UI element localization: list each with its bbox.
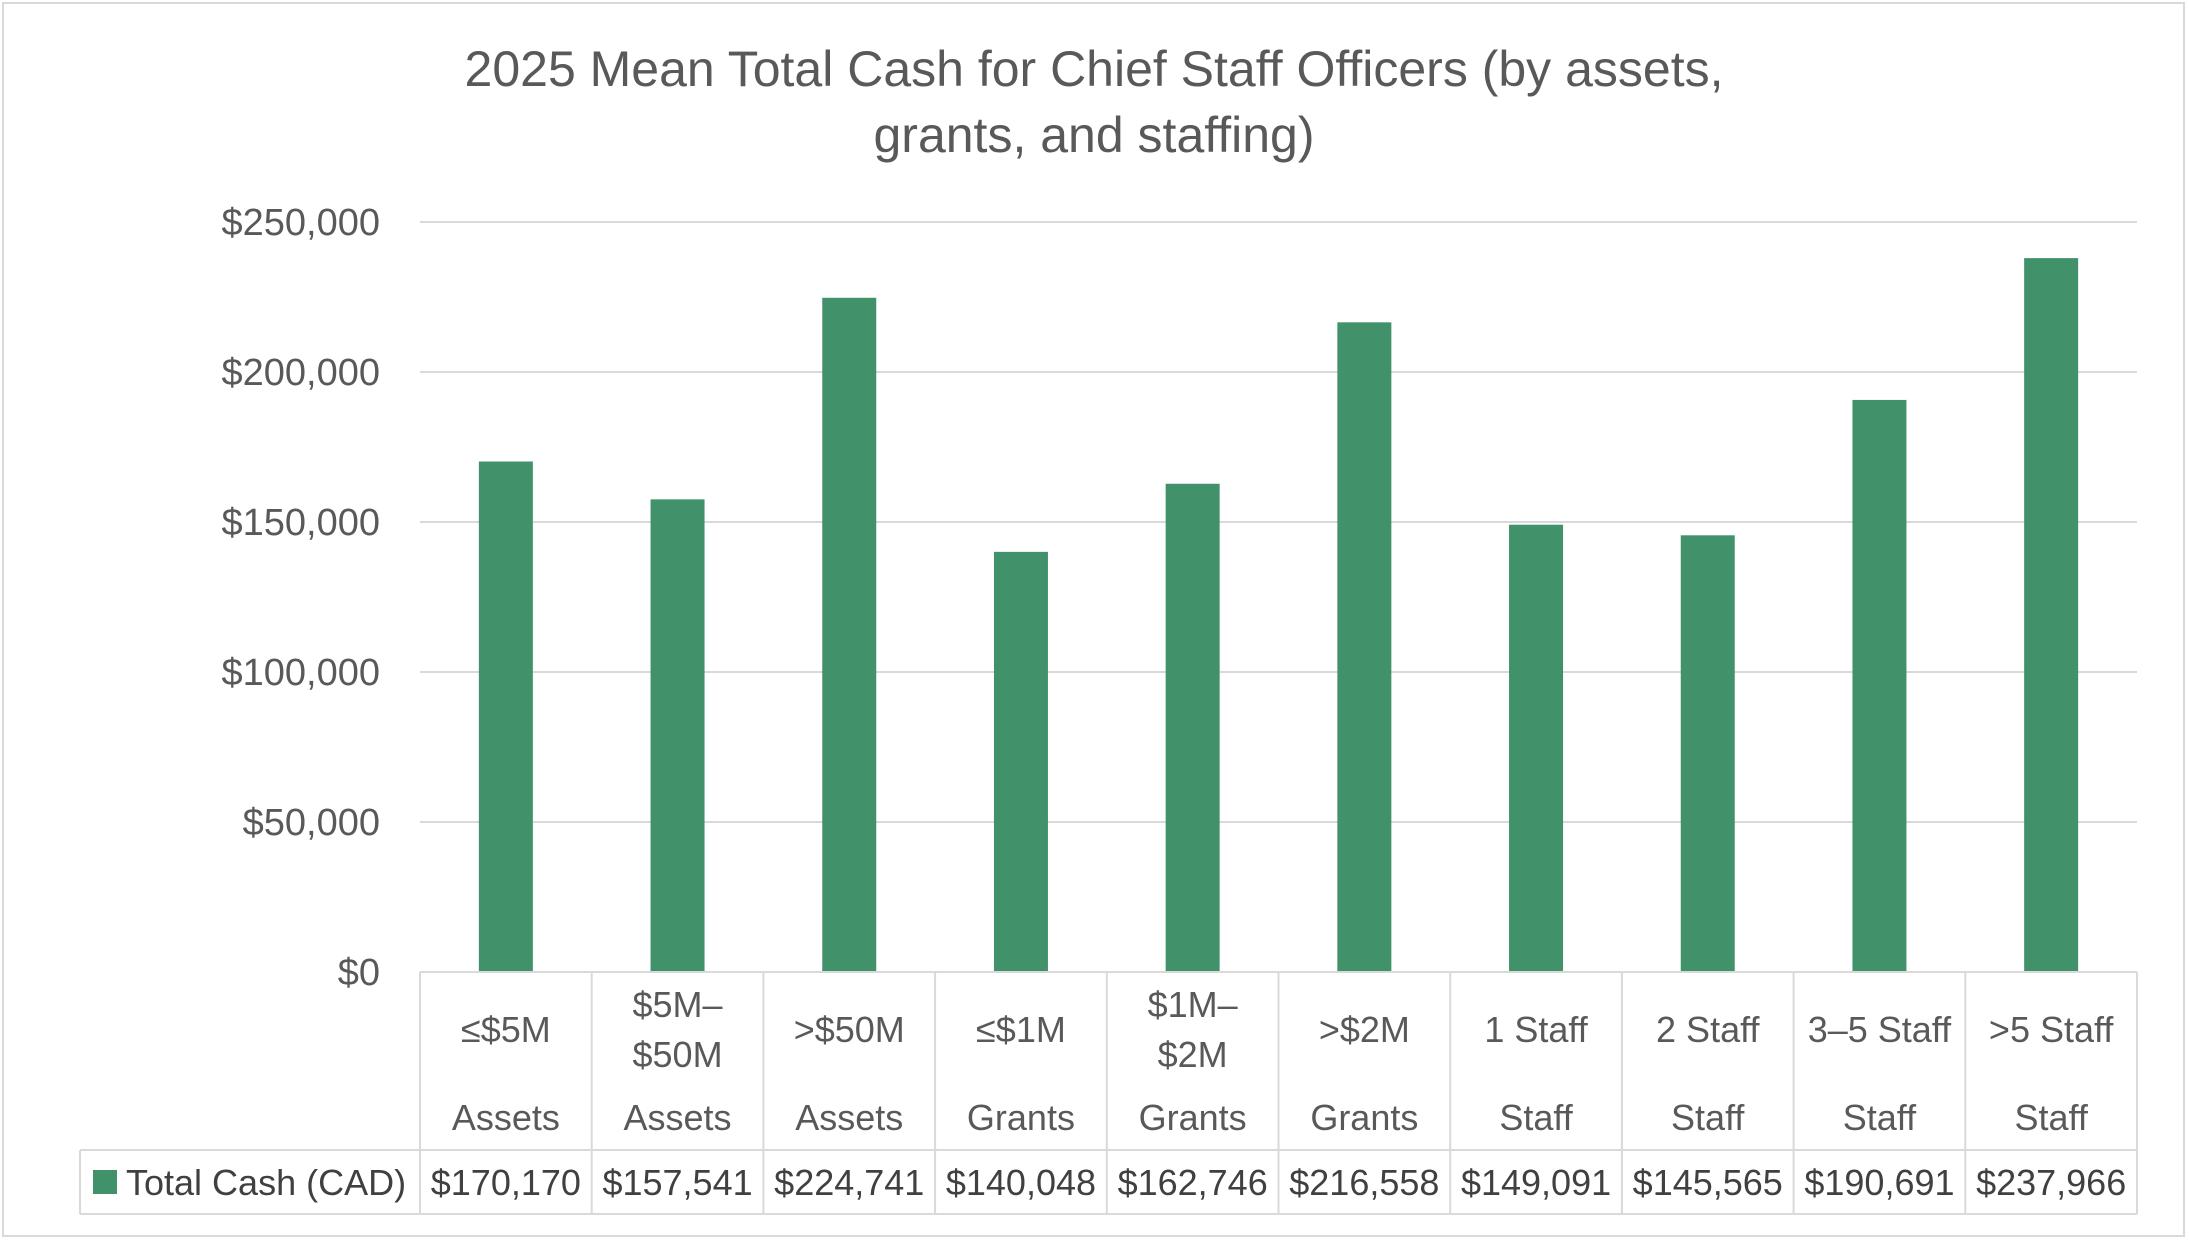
chart-title-line: 2025 Mean Total Cash for Chief Staff Off… [465, 41, 1724, 97]
category-group-label: Assets [624, 1097, 732, 1138]
y-tick-label: $50,000 [243, 802, 380, 844]
category-label: >$50M [794, 1009, 905, 1050]
category-group-label: Assets [795, 1097, 903, 1138]
category-label: 2 Staff [1656, 1009, 1760, 1050]
category-group-label: Staff [2014, 1097, 2088, 1138]
bar [822, 297, 877, 973]
category-label: $5M– [633, 984, 723, 1025]
category-group-label: Assets [452, 1097, 560, 1138]
data-table: ≤$5M Assets $5M– $50M Assets >$50M Assets ≤$1M G… [79, 971, 2138, 1215]
value-label: $170,170 [431, 1162, 581, 1203]
bar [2024, 258, 2079, 972]
bars [478, 258, 2079, 973]
category-group-label: Staff [1499, 1097, 1573, 1138]
chart-title: 2025 Mean Total Cash for Chief Staff Off… [465, 41, 1724, 163]
y-tick-label: $0 [338, 952, 380, 994]
value-label: $149,091 [1461, 1162, 1611, 1203]
category-group-label: Staff [1843, 1097, 1917, 1138]
legend-series-name: Total Cash (CAD) [126, 1162, 406, 1203]
category-label: 1 Staff [1484, 1009, 1588, 1050]
bar [1852, 399, 1907, 972]
chart-title-line: grants, and staffing) [873, 107, 1314, 163]
value-label: $145,565 [1633, 1162, 1783, 1203]
bar [1337, 322, 1392, 972]
value-label: $190,691 [1804, 1162, 1954, 1203]
bar [1165, 483, 1220, 972]
category-group-label: Grants [1139, 1097, 1247, 1138]
value-label: $140,048 [946, 1162, 1096, 1203]
category-label: 3–5 Staff [1808, 1009, 1952, 1050]
bar [1509, 524, 1564, 972]
value-label: $237,966 [1976, 1162, 2126, 1203]
category-label: ≤$5M [461, 1009, 551, 1050]
y-tick-label: $150,000 [222, 502, 381, 544]
value-label: $157,541 [602, 1162, 752, 1203]
category-label: $50M [633, 1034, 723, 1075]
bar [1680, 535, 1735, 972]
gridlines [420, 221, 2137, 823]
value-label: $162,746 [1118, 1162, 1268, 1203]
legend-swatch [93, 1170, 117, 1194]
y-tick-label: $200,000 [222, 352, 381, 394]
category-label: $1M– [1148, 984, 1238, 1025]
bar [993, 551, 1048, 972]
value-label: $224,741 [774, 1162, 924, 1203]
category-group-label: Grants [1310, 1097, 1418, 1138]
y-tick-label: $100,000 [222, 652, 381, 694]
category-group-label: Grants [967, 1097, 1075, 1138]
category-label: $2M [1158, 1034, 1228, 1075]
value-label: $216,558 [1289, 1162, 1439, 1203]
category-label: >5 Staff [1989, 1009, 2114, 1050]
bar [650, 499, 705, 972]
y-tick-label: $250,000 [222, 202, 381, 244]
category-label: >$2M [1319, 1009, 1410, 1050]
category-group-label: Staff [1671, 1097, 1745, 1138]
bar [478, 461, 533, 972]
y-axis-ticks: $0 $50,000 $100,000 $150,000 $200,000 $250,00… [222, 202, 381, 994]
category-label: ≤$1M [976, 1009, 1066, 1050]
